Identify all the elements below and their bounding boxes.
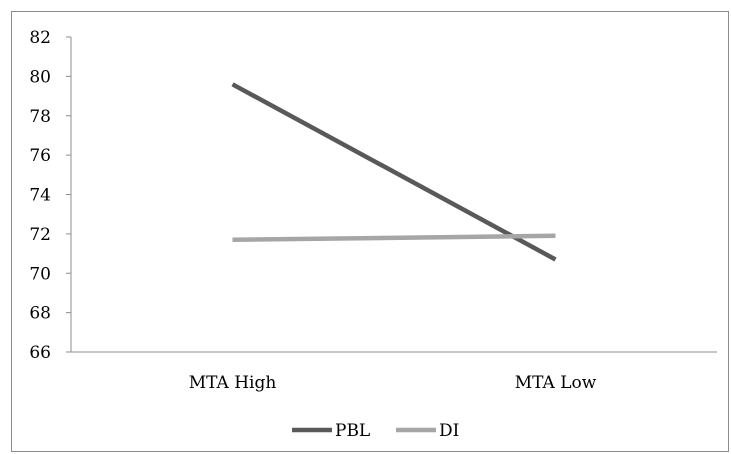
y-tick-label: 66 — [29, 343, 51, 363]
y-tick-label: 72 — [29, 225, 51, 245]
y-tick-label: 76 — [29, 146, 51, 166]
series-layer — [231, 82, 557, 262]
y-tick-label: 80 — [29, 67, 51, 87]
y-tick-label: 70 — [29, 264, 51, 284]
legend-label-pbl: PBL — [335, 421, 370, 441]
series-line-di — [232, 233, 556, 243]
y-tick-label: 78 — [29, 107, 51, 127]
legend: PBL DI — [292, 421, 459, 441]
x-tick-label: MTA High — [189, 373, 277, 393]
series-line-pbl — [231, 82, 557, 262]
chart-frame — [11, 11, 729, 452]
y-tick-label: 82 — [29, 28, 51, 48]
legend-label-di: DI — [439, 421, 459, 441]
axes: 66 68 70 72 74 76 78 80 82 MTA High MTA Low — [29, 28, 717, 393]
y-tick-label: 68 — [29, 304, 51, 324]
x-tick-label: MTA Low — [515, 373, 597, 393]
y-tick-label: 74 — [29, 186, 51, 206]
